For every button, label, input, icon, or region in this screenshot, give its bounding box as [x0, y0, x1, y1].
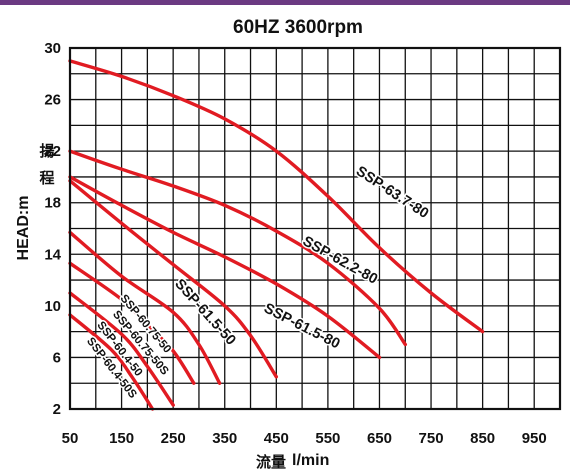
y-tick-label: 30: [44, 40, 61, 57]
x-tick-label: 50: [62, 430, 79, 447]
x-tick-label: 250: [161, 430, 186, 447]
y-axis-cjk-char-1: 揚: [39, 142, 54, 160]
curve-ssp-60-75-50s: [68, 261, 196, 385]
plot-frame: [68, 46, 562, 411]
x-tick-label: 950: [522, 430, 547, 447]
curve-label: SSP-61.5-50: [171, 276, 238, 348]
x-axis-unit: l/min: [292, 452, 329, 469]
y-axis-label: HEAD:m: [15, 196, 32, 261]
x-axis-cjk-label: 流量: [256, 453, 286, 471]
y-tick-label: 18: [44, 195, 61, 212]
x-tick-label: 650: [367, 430, 392, 447]
y-tick-label: 10: [44, 298, 61, 315]
curves: [68, 59, 485, 411]
curve-ssp-60-75-50: [68, 230, 222, 385]
chart-title: 60HZ 3600rpm: [233, 17, 363, 38]
curve-ssp-61-5-50: [68, 179, 278, 379]
y-tick-label: 6: [53, 349, 61, 366]
y-tick-label: 14: [44, 246, 61, 263]
curve-ssp-61-5-80: [68, 175, 382, 360]
curve-label: SSP-63.7-80: [353, 163, 431, 222]
grid: [70, 48, 560, 409]
curve-ssp-63-7-80: [68, 59, 485, 334]
top-accent-bar: [0, 0, 570, 5]
tick-labels: 50 150 250 350 450 550 650 750 850 95026101418222…: [44, 40, 546, 447]
x-tick-label: 750: [419, 430, 444, 447]
curve-ssp-60-4-50s: [68, 313, 155, 411]
y-axis-cjk-char-2: 程: [39, 169, 54, 187]
x-tick-label: 850: [470, 430, 495, 447]
y-tick-label: 22: [44, 143, 61, 160]
y-tick-label: 2: [53, 401, 61, 418]
x-tick-label: 450: [264, 430, 289, 447]
x-tick-label: 350: [212, 430, 237, 447]
y-tick-label: 26: [44, 92, 61, 109]
curve-ssp-60-4-50: [68, 291, 175, 407]
curve-ssp-62-2-80: [68, 149, 407, 347]
x-tick-label: 550: [315, 430, 340, 447]
x-tick-label: 150: [109, 430, 134, 447]
